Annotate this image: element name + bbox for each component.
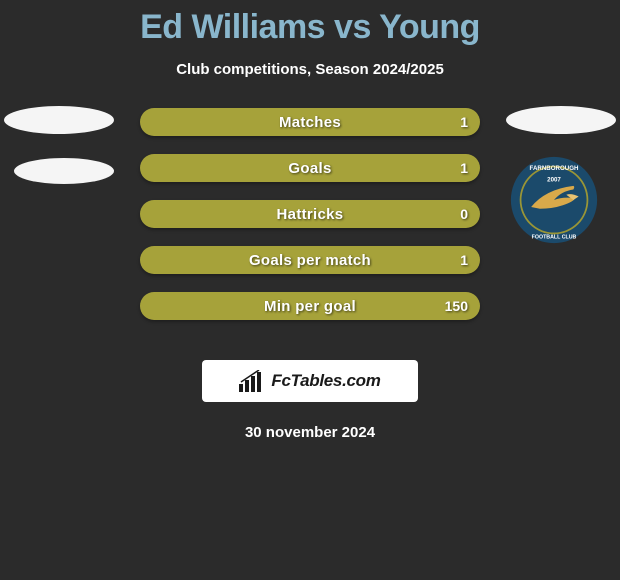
stat-label: Hattricks: [277, 206, 344, 223]
stat-row-hattricks: Hattricks 0: [140, 200, 480, 228]
stat-rows: Matches 1 Goals 1 Hattricks 0 Goals per …: [140, 108, 480, 320]
svg-text:FOOTBALL CLUB: FOOTBALL CLUB: [532, 235, 577, 241]
stats-zone: FARNBOROUGH 2007 FOOTBALL CLUB Matches 1…: [0, 108, 620, 338]
stat-value-right: 150: [445, 298, 468, 314]
svg-text:FARNBOROUGH: FARNBOROUGH: [530, 165, 579, 172]
stat-value-right: 1: [460, 114, 468, 130]
stat-row-goals-per-match: Goals per match 1: [140, 246, 480, 274]
club-badge-icon: FARNBOROUGH 2007 FOOTBALL CLUB: [510, 156, 598, 244]
stat-row-min-per-goal: Min per goal 150: [140, 292, 480, 320]
bar-chart-icon: [239, 370, 265, 392]
player-left-avatar-placeholder-1: [4, 106, 114, 134]
player-left-avatar-placeholder-2: [14, 158, 114, 184]
player-right-avatar-placeholder-1: [506, 106, 616, 134]
stat-value-right: 0: [460, 206, 468, 222]
svg-text:2007: 2007: [547, 177, 561, 184]
page-title: Ed Williams vs Young: [0, 8, 620, 47]
stat-label: Matches: [279, 114, 341, 131]
stat-label: Goals: [288, 160, 331, 177]
stat-label: Min per goal: [264, 298, 356, 315]
club-badge-farnborough: FARNBOROUGH 2007 FOOTBALL CLUB: [510, 156, 598, 244]
stat-label: Goals per match: [249, 252, 371, 269]
stat-row-goals: Goals 1: [140, 154, 480, 182]
stat-row-matches: Matches 1: [140, 108, 480, 136]
stat-value-right: 1: [460, 252, 468, 268]
stat-value-right: 1: [460, 160, 468, 176]
brand-box[interactable]: FcTables.com: [202, 360, 418, 402]
date-line: 30 november 2024: [0, 424, 620, 441]
brand-text: FcTables.com: [271, 371, 380, 391]
subtitle: Club competitions, Season 2024/2025: [0, 61, 620, 78]
